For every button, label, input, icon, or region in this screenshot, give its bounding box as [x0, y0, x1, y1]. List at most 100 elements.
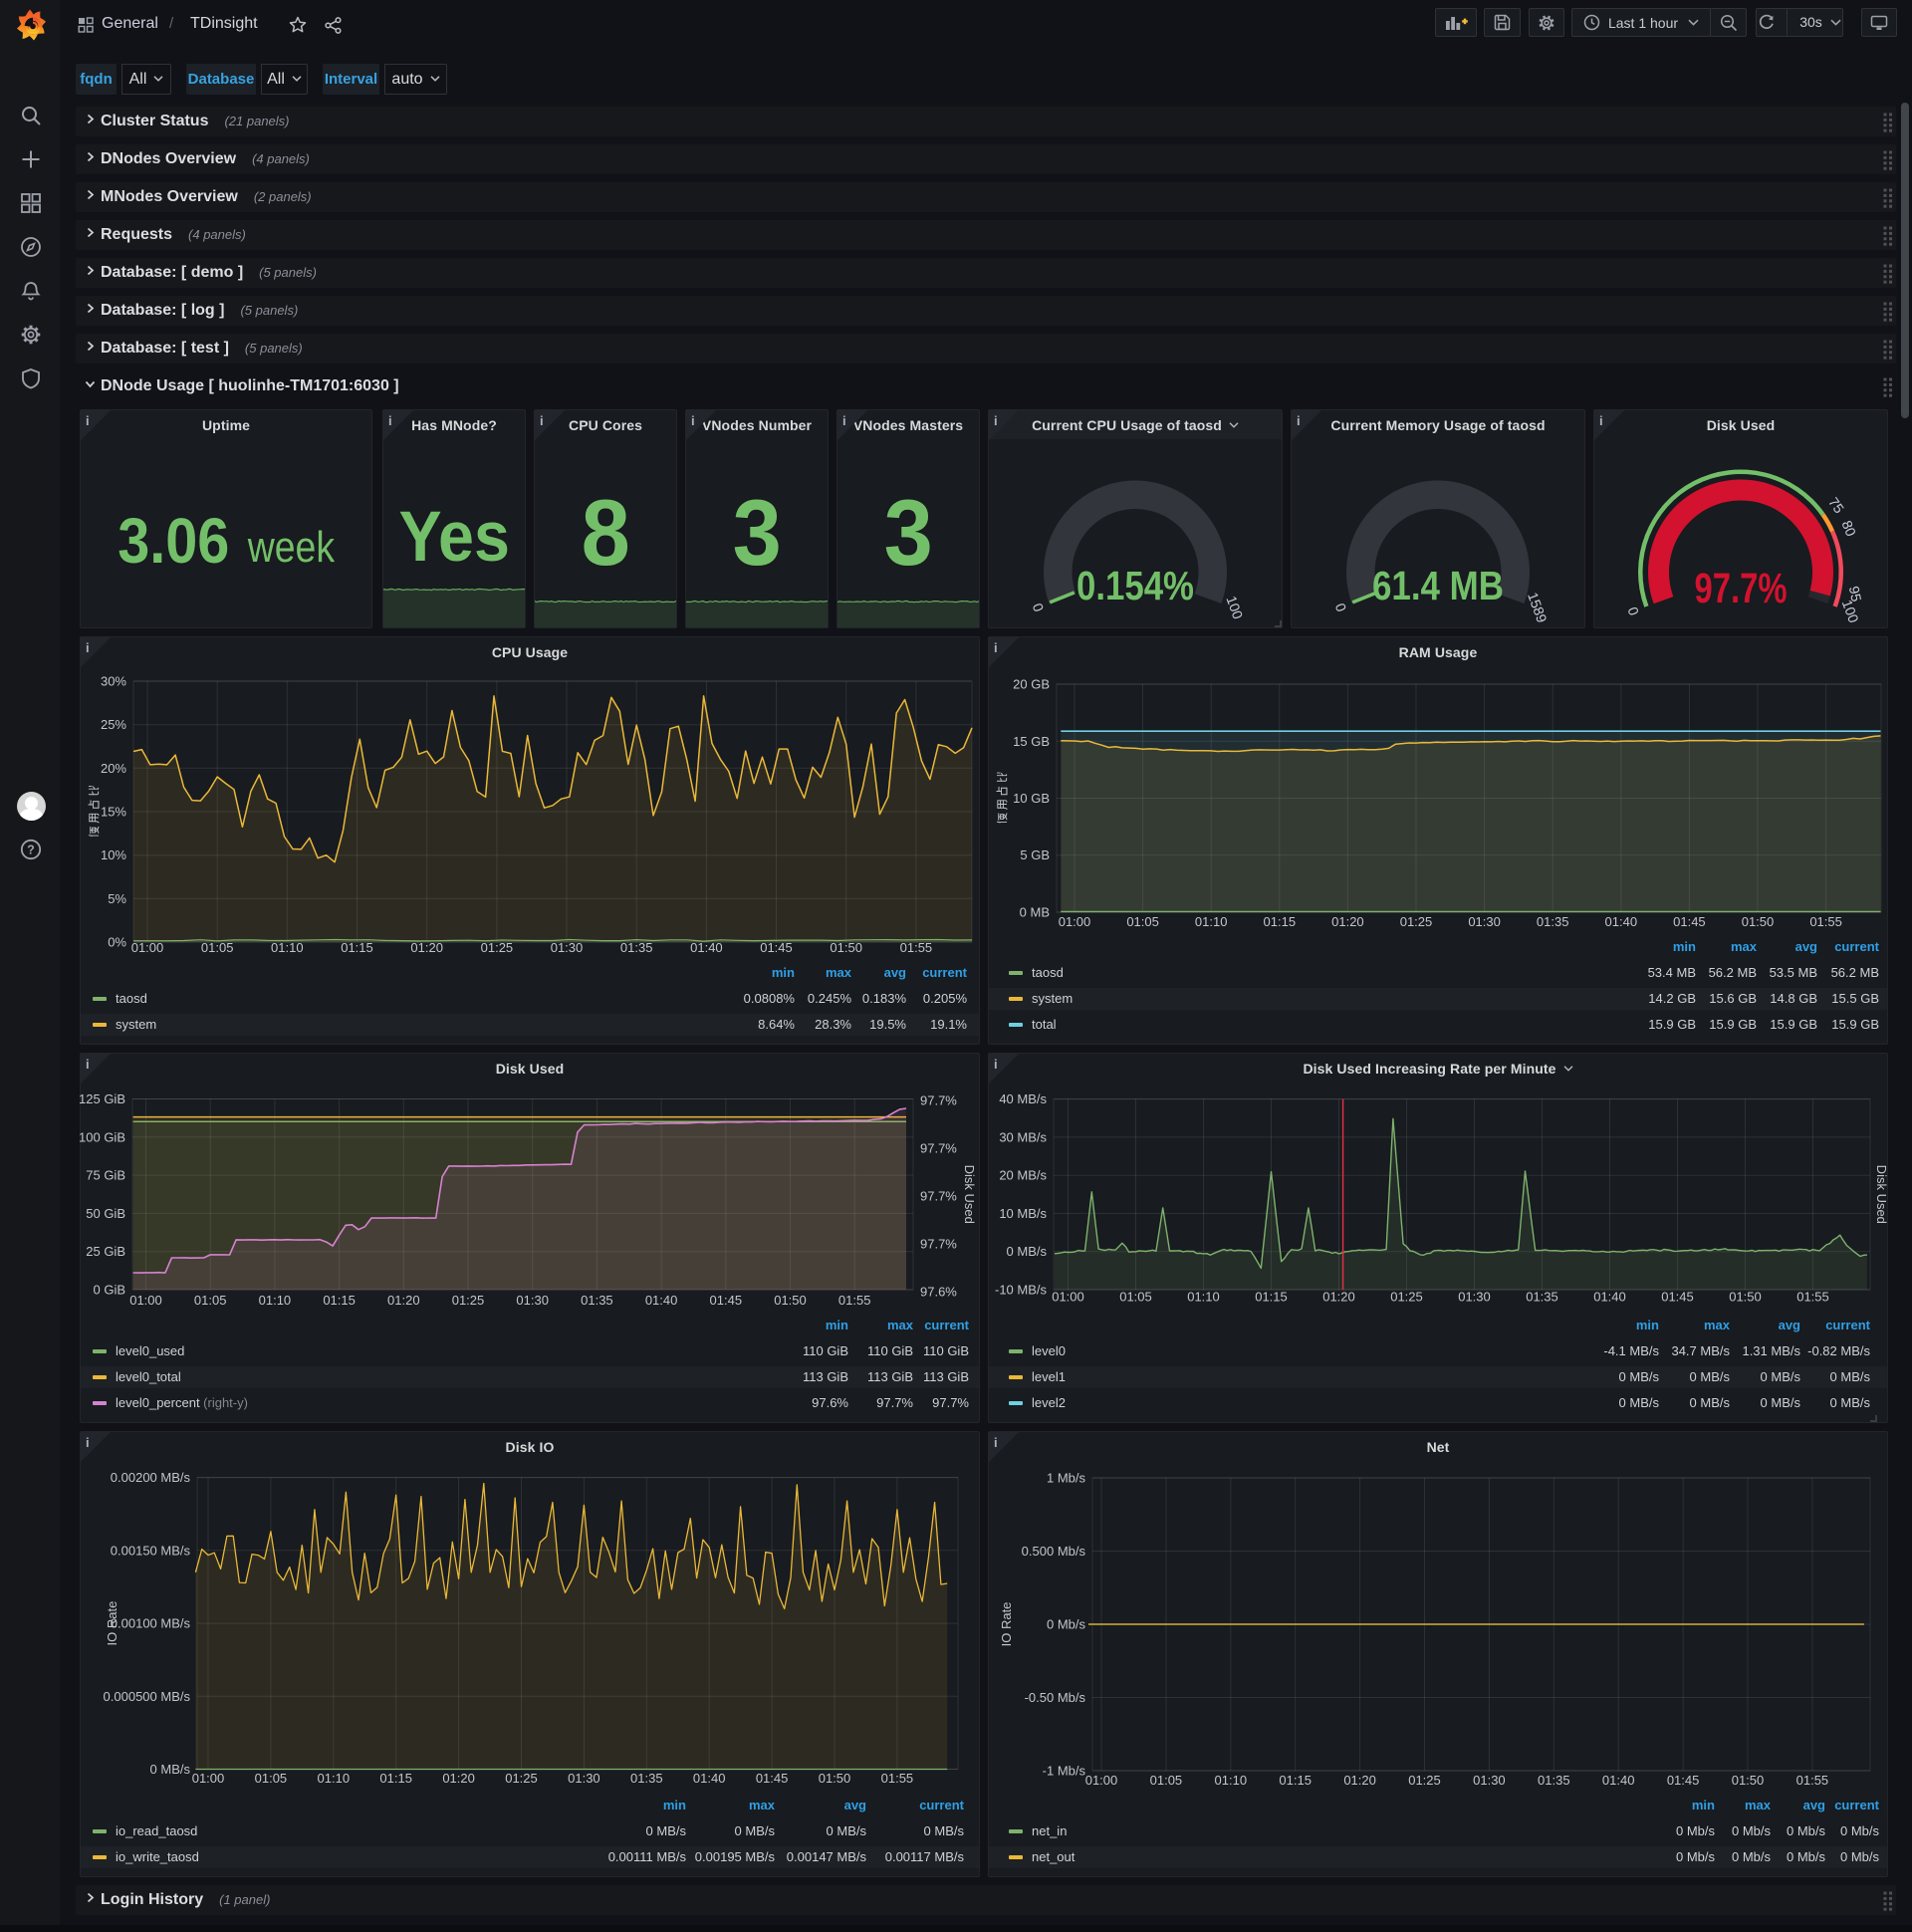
svg-text:01:40: 01:40	[1605, 914, 1638, 929]
svg-text:01:50: 01:50	[774, 1293, 807, 1308]
svg-text:0.154%: 0.154%	[1076, 563, 1194, 608]
svg-text:0: 0	[1332, 602, 1350, 614]
svg-text:40 MB/s: 40 MB/s	[999, 1091, 1047, 1106]
svg-text:0.500 Mb/s: 0.500 Mb/s	[1022, 1544, 1086, 1559]
svg-text:01:55: 01:55	[1809, 914, 1842, 929]
svg-text:0 MB: 0 MB	[1020, 905, 1050, 920]
svg-text:i: i	[994, 1435, 998, 1450]
svg-text:10 GB: 10 GB	[1013, 791, 1050, 806]
svg-text:01:20: 01:20	[1331, 914, 1364, 929]
svg-text:01:45: 01:45	[1661, 1290, 1694, 1305]
svg-text:01:45: 01:45	[710, 1293, 743, 1308]
svg-text:01:05: 01:05	[1119, 1290, 1152, 1305]
svg-text:80: 80	[1838, 518, 1859, 539]
svg-text:01:50: 01:50	[1732, 1773, 1765, 1788]
svg-text:01:15: 01:15	[341, 940, 373, 955]
svg-text:01:05: 01:05	[194, 1293, 227, 1308]
svg-text:i: i	[994, 1057, 998, 1072]
svg-text:20 GB: 20 GB	[1013, 677, 1050, 692]
svg-text:01:50: 01:50	[1729, 1290, 1762, 1305]
svg-text:97.7%: 97.7%	[920, 1141, 957, 1156]
svg-text:01:35: 01:35	[630, 1771, 663, 1786]
svg-text:01:50: 01:50	[819, 1771, 851, 1786]
svg-text:01:20: 01:20	[1322, 1290, 1355, 1305]
svg-text:20 MB/s: 20 MB/s	[999, 1168, 1047, 1183]
svg-text:i: i	[86, 1435, 90, 1450]
svg-text:0.00100 MB/s: 0.00100 MB/s	[111, 1616, 191, 1631]
svg-text:25%: 25%	[101, 717, 126, 732]
svg-text:01:00: 01:00	[1059, 914, 1091, 929]
svg-text:01:10: 01:10	[318, 1771, 351, 1786]
svg-text:01:05: 01:05	[1150, 1773, 1183, 1788]
svg-text:20%: 20%	[101, 761, 126, 776]
svg-text:01:30: 01:30	[551, 940, 584, 955]
svg-text:01:40: 01:40	[690, 940, 723, 955]
svg-text:01:00: 01:00	[1052, 1290, 1084, 1305]
svg-text:i: i	[388, 413, 392, 428]
svg-text:-1 Mb/s: -1 Mb/s	[1043, 1764, 1086, 1779]
svg-text:01:55: 01:55	[1796, 1290, 1829, 1305]
svg-text:01:00: 01:00	[129, 1293, 162, 1308]
svg-text:61.4 MB: 61.4 MB	[1372, 563, 1504, 608]
svg-text:125 GiB: 125 GiB	[79, 1091, 125, 1106]
svg-text:01:30: 01:30	[568, 1771, 600, 1786]
svg-text:01:20: 01:20	[442, 1771, 475, 1786]
svg-text:01:50: 01:50	[1742, 914, 1775, 929]
svg-text:01:25: 01:25	[1400, 914, 1433, 929]
svg-text:0.00150 MB/s: 0.00150 MB/s	[111, 1543, 191, 1558]
svg-text:97.6%: 97.6%	[920, 1285, 957, 1300]
svg-text:25 GiB: 25 GiB	[86, 1244, 125, 1259]
svg-text:01:40: 01:40	[693, 1771, 726, 1786]
svg-text:10%: 10%	[101, 847, 126, 862]
svg-text:01:15: 01:15	[1279, 1773, 1312, 1788]
svg-text:100: 100	[1839, 598, 1862, 625]
svg-text:Disk Used: Disk Used	[962, 1165, 977, 1224]
svg-text:01:00: 01:00	[131, 940, 164, 955]
svg-text:i: i	[994, 640, 998, 655]
svg-text:01:50: 01:50	[830, 940, 862, 955]
svg-text:01:35: 01:35	[620, 940, 653, 955]
svg-text:01:35: 01:35	[581, 1293, 613, 1308]
svg-text:01:15: 01:15	[1255, 1290, 1288, 1305]
svg-text:100 GiB: 100 GiB	[79, 1129, 125, 1144]
svg-text:01:45: 01:45	[756, 1771, 789, 1786]
svg-text:01:35: 01:35	[1538, 1773, 1570, 1788]
svg-text:0 Mb/s: 0 Mb/s	[1047, 1617, 1086, 1632]
svg-text:01:55: 01:55	[881, 1771, 914, 1786]
svg-text:-0.50 Mb/s: -0.50 Mb/s	[1025, 1690, 1086, 1705]
svg-text:i: i	[691, 413, 695, 428]
svg-text:01:20: 01:20	[1343, 1773, 1376, 1788]
svg-text:01:55: 01:55	[838, 1293, 871, 1308]
svg-text:75: 75	[1825, 494, 1847, 516]
svg-text:01:25: 01:25	[452, 1293, 485, 1308]
svg-text:97.7%: 97.7%	[920, 1093, 957, 1108]
svg-text:i: i	[1297, 413, 1301, 428]
svg-text:0.00200 MB/s: 0.00200 MB/s	[111, 1470, 191, 1485]
svg-text:30 MB/s: 30 MB/s	[999, 1129, 1047, 1144]
svg-text:01:10: 01:10	[1195, 914, 1228, 929]
svg-text:0%: 0%	[108, 935, 126, 950]
svg-text:01:45: 01:45	[760, 940, 793, 955]
svg-text:1589: 1589	[1525, 591, 1551, 625]
svg-text:01:10: 01:10	[1215, 1773, 1248, 1788]
svg-text:i: i	[86, 640, 90, 655]
svg-text:0 GiB: 0 GiB	[93, 1283, 125, 1298]
svg-text:0: 0	[1030, 602, 1048, 614]
svg-text:01:40: 01:40	[645, 1293, 678, 1308]
svg-text:i: i	[1599, 413, 1603, 428]
svg-text:-10 MB/s: -10 MB/s	[995, 1283, 1048, 1298]
svg-text:30%: 30%	[101, 674, 126, 689]
svg-text:01:45: 01:45	[1667, 1773, 1700, 1788]
svg-text:01:05: 01:05	[1126, 914, 1159, 929]
svg-text:01:30: 01:30	[1473, 1773, 1506, 1788]
svg-text:01:35: 01:35	[1526, 1290, 1558, 1305]
svg-text:i: i	[994, 413, 998, 428]
svg-text:01:30: 01:30	[1458, 1290, 1491, 1305]
svg-text:0 MB/s: 0 MB/s	[150, 1762, 191, 1777]
svg-text:Disk Used: Disk Used	[1874, 1165, 1889, 1224]
svg-text:5 GB: 5 GB	[1020, 847, 1050, 862]
svg-text:i: i	[86, 1057, 90, 1072]
svg-text:01:15: 01:15	[379, 1771, 412, 1786]
svg-text:15 GB: 15 GB	[1013, 734, 1050, 749]
svg-text:97.7%: 97.7%	[920, 1237, 957, 1252]
